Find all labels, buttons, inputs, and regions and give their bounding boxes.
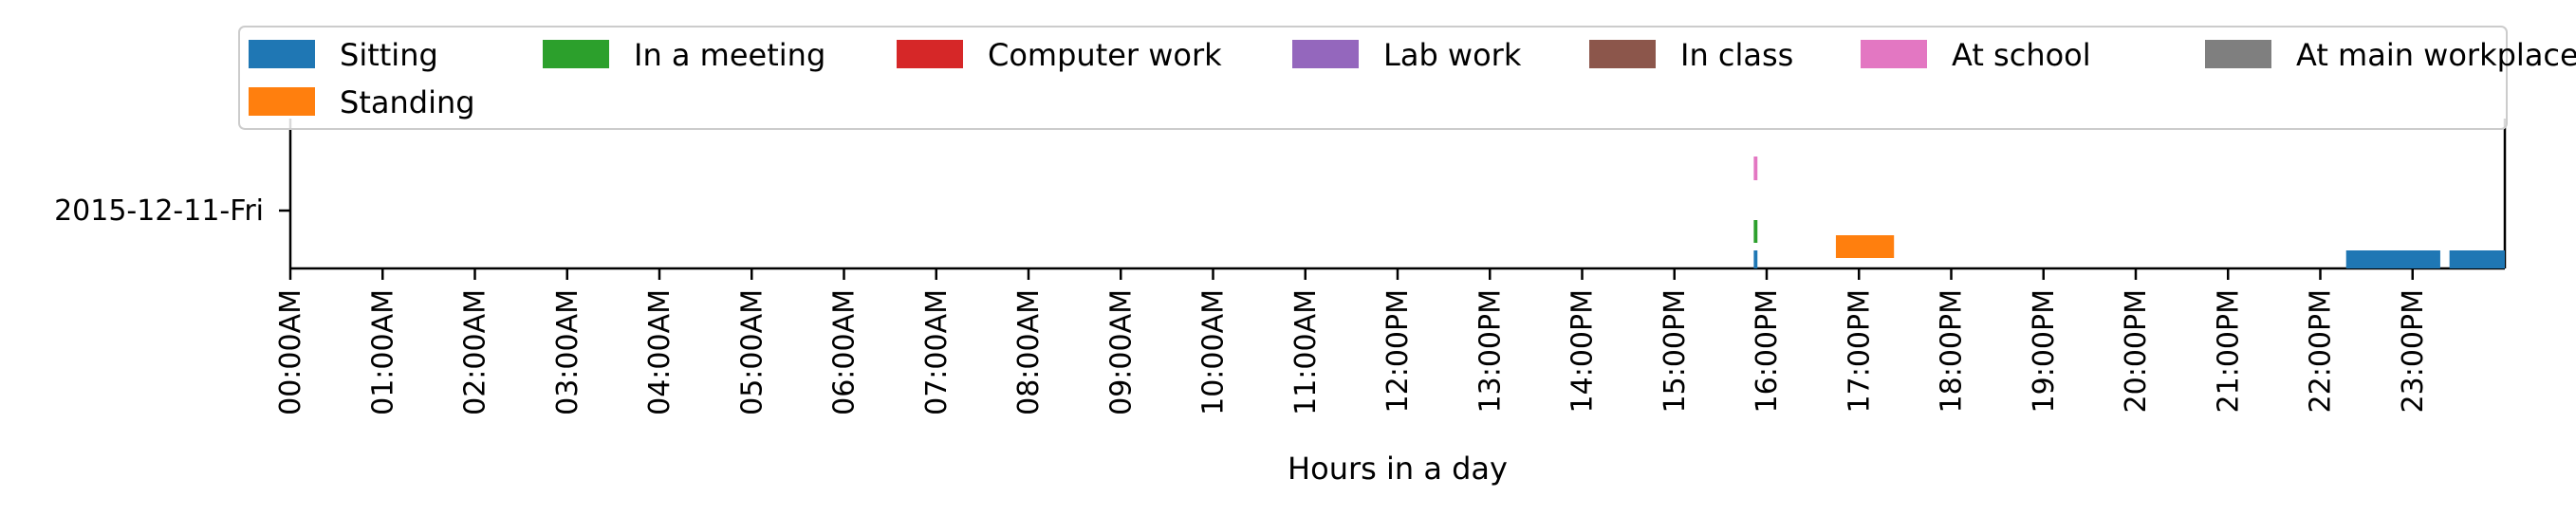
legend-label: Standing — [340, 84, 475, 120]
x-tick-label: 00:00AM — [274, 289, 307, 415]
legend-item: Lab work — [1292, 37, 1522, 73]
axes-group — [288, 119, 2507, 270]
x-tick-label: 21:00PM — [2212, 289, 2245, 413]
legend-label: In a meeting — [634, 37, 825, 73]
legend-item: Standing — [249, 84, 475, 120]
x-tick-label: 06:00AM — [828, 289, 862, 415]
y-ticks-group: 2015-12-11-Fri — [54, 194, 290, 228]
x-axis-label: Hours in a day — [1288, 451, 1508, 487]
x-tick-label: 16:00PM — [1751, 289, 1784, 413]
legend-item: At school — [1861, 37, 2091, 73]
legend: Sitting Standing In a meeting Computer work… — [238, 26, 2576, 130]
x-tick-label: 13:00PM — [1473, 289, 1507, 413]
legend-swatch — [1861, 40, 1927, 68]
legend-label: Computer work — [988, 37, 1222, 73]
legend-label: At main workplace — [2296, 37, 2576, 73]
legend-swatch — [2205, 40, 2271, 68]
x-tick-label: 15:00PM — [1659, 289, 1692, 413]
x-tick-label: 03:00AM — [551, 289, 584, 415]
timeline-bar-sitting — [2449, 250, 2505, 268]
legend-swatch — [897, 40, 963, 68]
x-tick-label: 01:00AM — [366, 289, 399, 415]
legend-swatch — [249, 40, 315, 68]
timeline-bar-at-school — [1753, 157, 1758, 180]
legend-label: Lab work — [1383, 37, 1522, 73]
x-ticks-group: 00:00AM 01:00AM 02:00AM 03:00AM 04:00AM 05:00… — [274, 268, 2430, 415]
x-tick-label: 10:00AM — [1197, 289, 1231, 415]
y-tick-label: 2015-12-11-Fri — [54, 194, 264, 228]
x-tick-label: 22:00PM — [2305, 289, 2338, 413]
x-tick-label: 12:00PM — [1381, 289, 1415, 413]
legend-frame — [238, 26, 2508, 130]
legend-swatch — [543, 40, 609, 68]
legend-item: In class — [1589, 37, 1793, 73]
x-tick-label: 09:00AM — [1104, 289, 1138, 415]
x-tick-label: 04:00AM — [643, 289, 676, 415]
legend-item: Computer work — [897, 37, 1222, 73]
timeline-bar-sitting — [2345, 250, 2440, 268]
x-tick-label: 20:00PM — [2120, 289, 2153, 413]
x-tick-label: 18:00PM — [1936, 289, 1969, 413]
legend-item: In a meeting — [543, 37, 825, 73]
x-tick-label: 02:00AM — [459, 289, 492, 415]
legend-swatch — [249, 87, 315, 116]
x-tick-label: 11:00AM — [1289, 289, 1323, 415]
x-tick-label: 23:00PM — [2397, 289, 2430, 413]
legend-label: Sitting — [340, 37, 438, 73]
legend-item: Sitting — [249, 37, 438, 73]
timeline-bar-standing — [1835, 235, 1895, 258]
x-tick-label: 07:00AM — [920, 289, 954, 415]
x-tick-label: 17:00PM — [1843, 289, 1876, 413]
timeline-bar-in-a-meeting — [1753, 220, 1758, 243]
legend-swatch — [1589, 40, 1656, 68]
x-tick-label: 08:00AM — [1012, 289, 1046, 415]
timeline-bar-sitting — [1753, 250, 1758, 268]
marks-group — [1753, 157, 2505, 268]
legend-label: At school — [1952, 37, 2091, 73]
x-tick-label: 19:00PM — [2028, 289, 2061, 413]
legend-label: In class — [1680, 37, 1793, 73]
x-tick-label: 14:00PM — [1566, 289, 1600, 413]
x-tick-label: 05:00AM — [735, 289, 769, 415]
legend-swatch — [1292, 40, 1359, 68]
legend-item: At main workplace — [2205, 37, 2576, 73]
